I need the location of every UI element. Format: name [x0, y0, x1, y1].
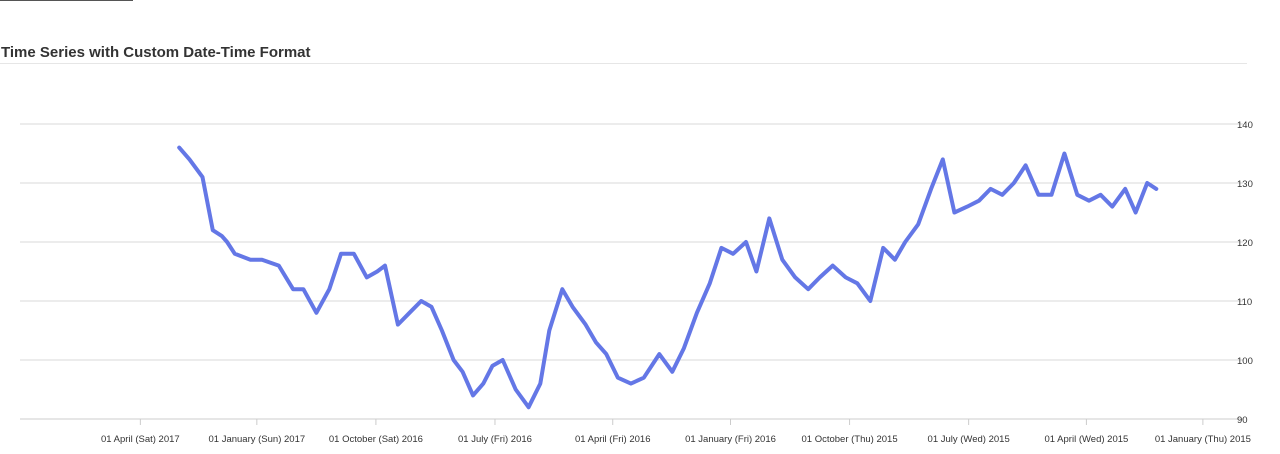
y-tick-label: 90	[1237, 415, 1248, 426]
x-tick-label: 01 April (Sat) 2017	[101, 434, 180, 445]
x-tick-label: 01 April (Fri) 2016	[575, 434, 651, 445]
title-divider	[0, 63, 1247, 64]
x-tick-label: 01 January (Sun) 2017	[209, 434, 306, 445]
series-line-0	[177, 145, 1159, 410]
y-tick-label: 120	[1237, 238, 1253, 249]
series-group	[177, 145, 1159, 410]
y-tick-label: 110	[1237, 297, 1252, 308]
x-tick-label: 01 July (Fri) 2016	[458, 434, 532, 445]
y-tick-label: 100	[1237, 356, 1253, 367]
gridlines	[20, 123, 1243, 420]
x-tick-label: 01 July (Wed) 2015	[928, 434, 1010, 445]
top-divider	[0, 0, 133, 1]
x-axis: 01 April (Sat) 2017 01 January (Sun) 2017…	[101, 419, 1251, 445]
x-tick-label: 01 October (Sat) 2016	[329, 434, 423, 445]
x-tick-label: 01 April (Wed) 2015	[1045, 434, 1129, 445]
x-tick-label: 01 January (Thu) 2015	[1155, 434, 1251, 445]
x-tick-label: 01 January (Fri) 2016	[685, 434, 776, 445]
x-tick-label: 01 October (Thu) 2015	[802, 434, 898, 445]
chart-title: Time Series with Custom Date-Time Format	[1, 44, 311, 61]
y-axis-tick-labels: 90 100 110 120 130 140	[1237, 120, 1253, 426]
y-tick-label: 140	[1237, 120, 1253, 131]
y-tick-label: 130	[1237, 179, 1253, 190]
